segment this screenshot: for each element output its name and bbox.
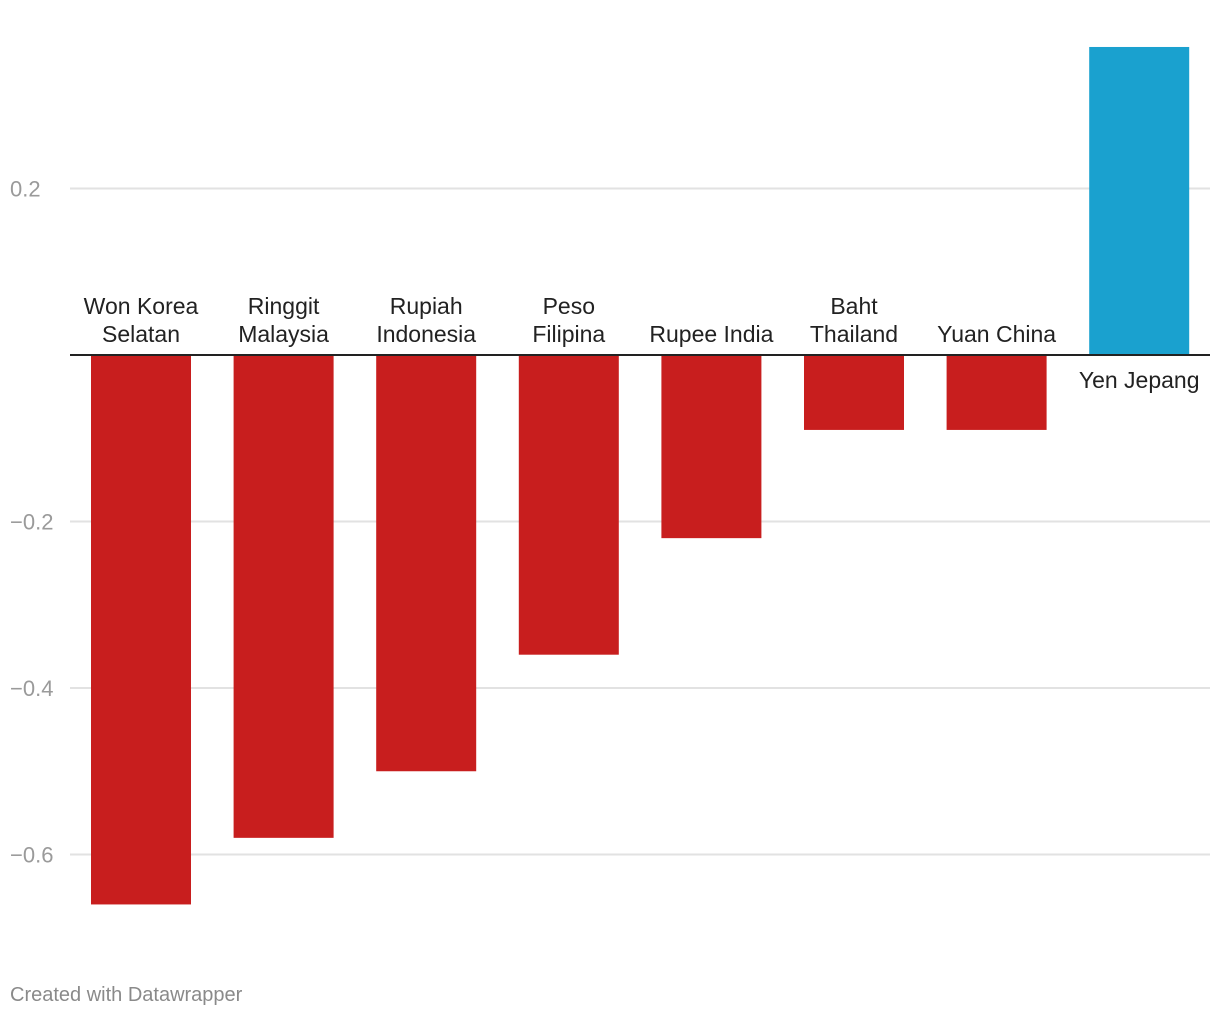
category-label: Yuan China [937,321,1056,347]
y-tick-label: −0.6 [10,843,53,868]
category-label: Rupiah [390,293,463,319]
bar [804,355,904,430]
y-axis: 0.2 −0.2 −0.4 −0.6 [10,177,1210,868]
bar [376,355,477,772]
category-label: Thailand [810,321,898,347]
category-label: Ringgit [248,293,320,319]
category-label: Filipina [532,321,605,347]
y-tick-label: −0.4 [10,676,53,701]
y-tick-label: −0.2 [10,510,53,535]
credit-text: Created with Datawrapper [10,984,243,1006]
bar [518,355,619,655]
bar [233,355,334,838]
bar [91,355,191,905]
category-label: Malaysia [238,321,329,347]
category-label: Baht [830,293,878,319]
category-label: Yen Jepang [1079,367,1200,393]
bar [946,355,1047,430]
category-label: Indonesia [376,321,476,347]
category-label: Peso [543,293,595,319]
bars [91,46,1190,905]
y-tick-label: 0.2 [10,177,41,202]
bar [661,355,762,539]
bar [1089,46,1190,355]
category-label: Selatan [102,321,180,347]
category-label: Won Korea [84,293,199,319]
category-label: Rupee India [649,321,773,347]
